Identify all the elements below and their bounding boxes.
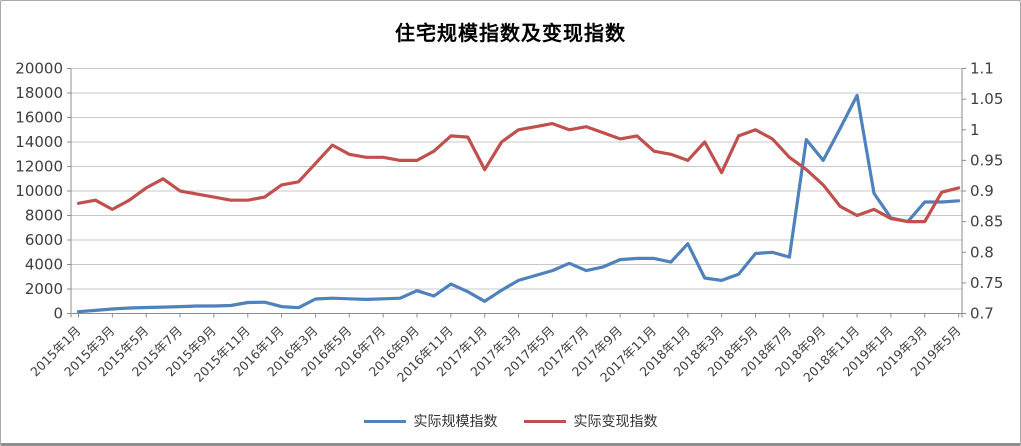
liquidation-index-line <box>76 121 961 224</box>
left-axis-label: 8000 <box>25 207 63 225</box>
legend-item-scale-index: 实际规模指数 <box>363 411 498 431</box>
chart-title: 住宅规模指数及变现指数 <box>395 21 626 45</box>
right-axis-label: 0.9 <box>970 182 994 200</box>
left-axis-label: 14000 <box>15 133 63 151</box>
left-axis-label: 16000 <box>15 109 63 127</box>
left-axis-label: 18000 <box>15 84 63 102</box>
left-axis-label: 12000 <box>15 158 63 176</box>
right-axis-label: 0.75 <box>970 274 1003 292</box>
right-axis-label: 0.85 <box>970 213 1003 231</box>
legend-label-liquidation-index: 实际变现指数 <box>573 414 658 430</box>
left-axis-label: 6000 <box>25 231 63 249</box>
right-axis-label: 1.1 <box>970 60 994 78</box>
left-axis-label: 10000 <box>15 182 63 200</box>
legend: 实际规模指数 实际变现指数 <box>1 411 1020 431</box>
right-axis-label: 0.95 <box>970 151 1003 169</box>
right-axis-label: 1 <box>970 121 980 139</box>
legend-line-scale-index <box>363 419 406 423</box>
legend-item-liquidation-index: 实际变现指数 <box>523 411 658 431</box>
right-axis-label: 0.7 <box>970 305 994 323</box>
legend-label-scale-index: 实际规模指数 <box>413 414 498 430</box>
left-axis-label: 2000 <box>25 280 63 298</box>
legend-line-liquidation-index <box>523 419 566 423</box>
left-axis-label: 0 <box>53 305 63 323</box>
left-axis-label: 4000 <box>25 256 63 274</box>
right-axis-label: 0.8 <box>970 243 994 261</box>
left-axis-label: 20000 <box>15 60 63 78</box>
right-axis-label: 1.05 <box>970 90 1003 108</box>
scale-index-line <box>76 93 961 314</box>
